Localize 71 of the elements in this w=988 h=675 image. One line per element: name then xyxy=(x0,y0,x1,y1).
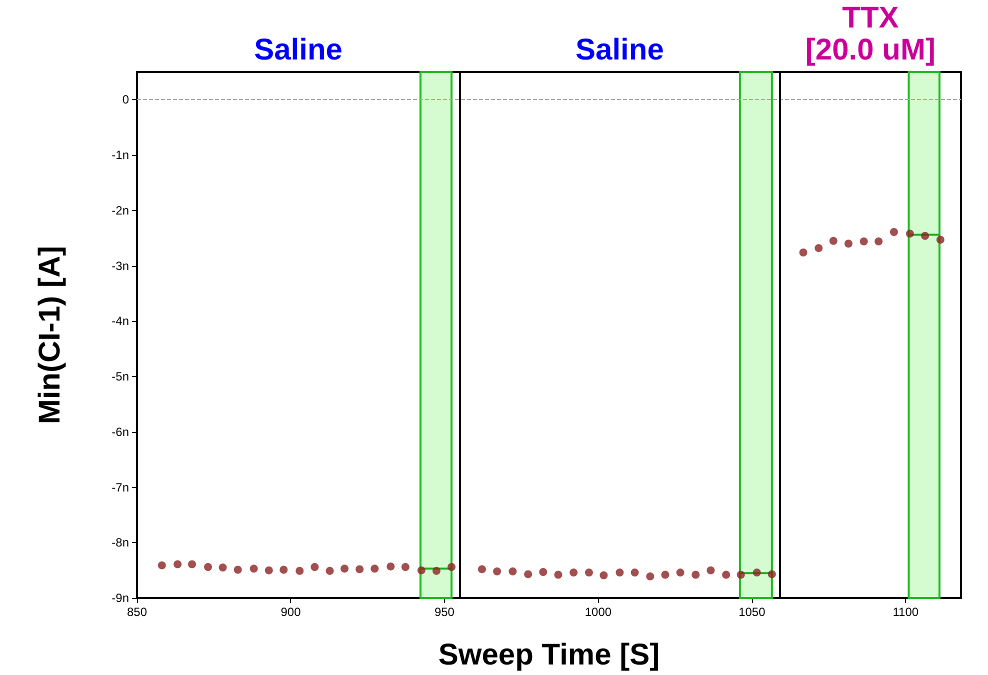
text: TTX [20.0 uM] xyxy=(805,2,936,66)
point xyxy=(921,232,930,240)
point xyxy=(646,572,654,580)
text: Saline xyxy=(254,34,342,66)
point xyxy=(890,228,898,236)
point xyxy=(158,561,166,570)
y-tick-label: -2n xyxy=(112,203,129,218)
point xyxy=(204,562,212,571)
x-tick-label: 900 xyxy=(280,605,302,619)
point xyxy=(554,570,562,579)
point xyxy=(616,568,624,577)
point xyxy=(906,230,914,238)
x-tick-label: 1100 xyxy=(892,605,919,619)
point xyxy=(188,560,196,568)
point xyxy=(448,562,456,571)
y-tick-label: -3n xyxy=(112,258,129,273)
point xyxy=(264,566,273,574)
point xyxy=(584,568,593,577)
point xyxy=(844,240,852,248)
point xyxy=(706,566,715,574)
y-tick-label: -9n xyxy=(112,591,129,605)
point xyxy=(356,565,364,574)
point xyxy=(370,564,379,573)
point xyxy=(539,568,548,576)
point xyxy=(768,570,776,578)
point xyxy=(692,570,700,579)
point xyxy=(799,248,808,256)
y-tick-label: 0 xyxy=(122,92,130,107)
y-tick-label: -5n xyxy=(112,370,129,384)
point xyxy=(296,566,304,575)
y-tick-label: -6n xyxy=(112,424,129,439)
point xyxy=(722,570,730,579)
x-tick-label: 950 xyxy=(434,605,455,619)
point xyxy=(326,566,334,575)
point xyxy=(661,570,670,579)
point xyxy=(814,244,823,252)
point xyxy=(432,566,440,575)
point xyxy=(936,236,944,244)
point xyxy=(310,562,319,571)
point xyxy=(860,237,868,246)
point xyxy=(386,562,395,570)
point xyxy=(340,564,349,573)
point xyxy=(280,566,288,574)
point xyxy=(752,568,761,577)
text: Saline xyxy=(576,34,664,66)
point xyxy=(234,566,242,574)
y-tick-label: -1n xyxy=(112,148,129,162)
point xyxy=(417,566,426,574)
point xyxy=(570,568,578,577)
point xyxy=(493,567,502,576)
point xyxy=(600,571,608,580)
point xyxy=(736,570,745,579)
point xyxy=(218,564,227,572)
y-axis-title: Min(CI-1) [A] xyxy=(34,246,66,424)
y-tick-label: -8n xyxy=(112,536,129,550)
point xyxy=(524,570,532,578)
x-tick-label: 1000 xyxy=(584,605,612,619)
y-tick-label: -7n xyxy=(112,480,129,494)
point xyxy=(676,568,684,577)
point xyxy=(478,565,486,574)
point xyxy=(250,564,258,573)
point xyxy=(829,236,838,245)
x-tick-label: 850 xyxy=(126,605,148,619)
point xyxy=(630,568,639,577)
y-tick-label: -4n xyxy=(112,314,129,328)
x-axis-title: Sweep Time [S] xyxy=(438,638,660,672)
point xyxy=(174,560,182,568)
point xyxy=(874,237,883,246)
point xyxy=(508,567,517,576)
x-tick-label: 1050 xyxy=(738,605,766,619)
point xyxy=(401,562,410,571)
